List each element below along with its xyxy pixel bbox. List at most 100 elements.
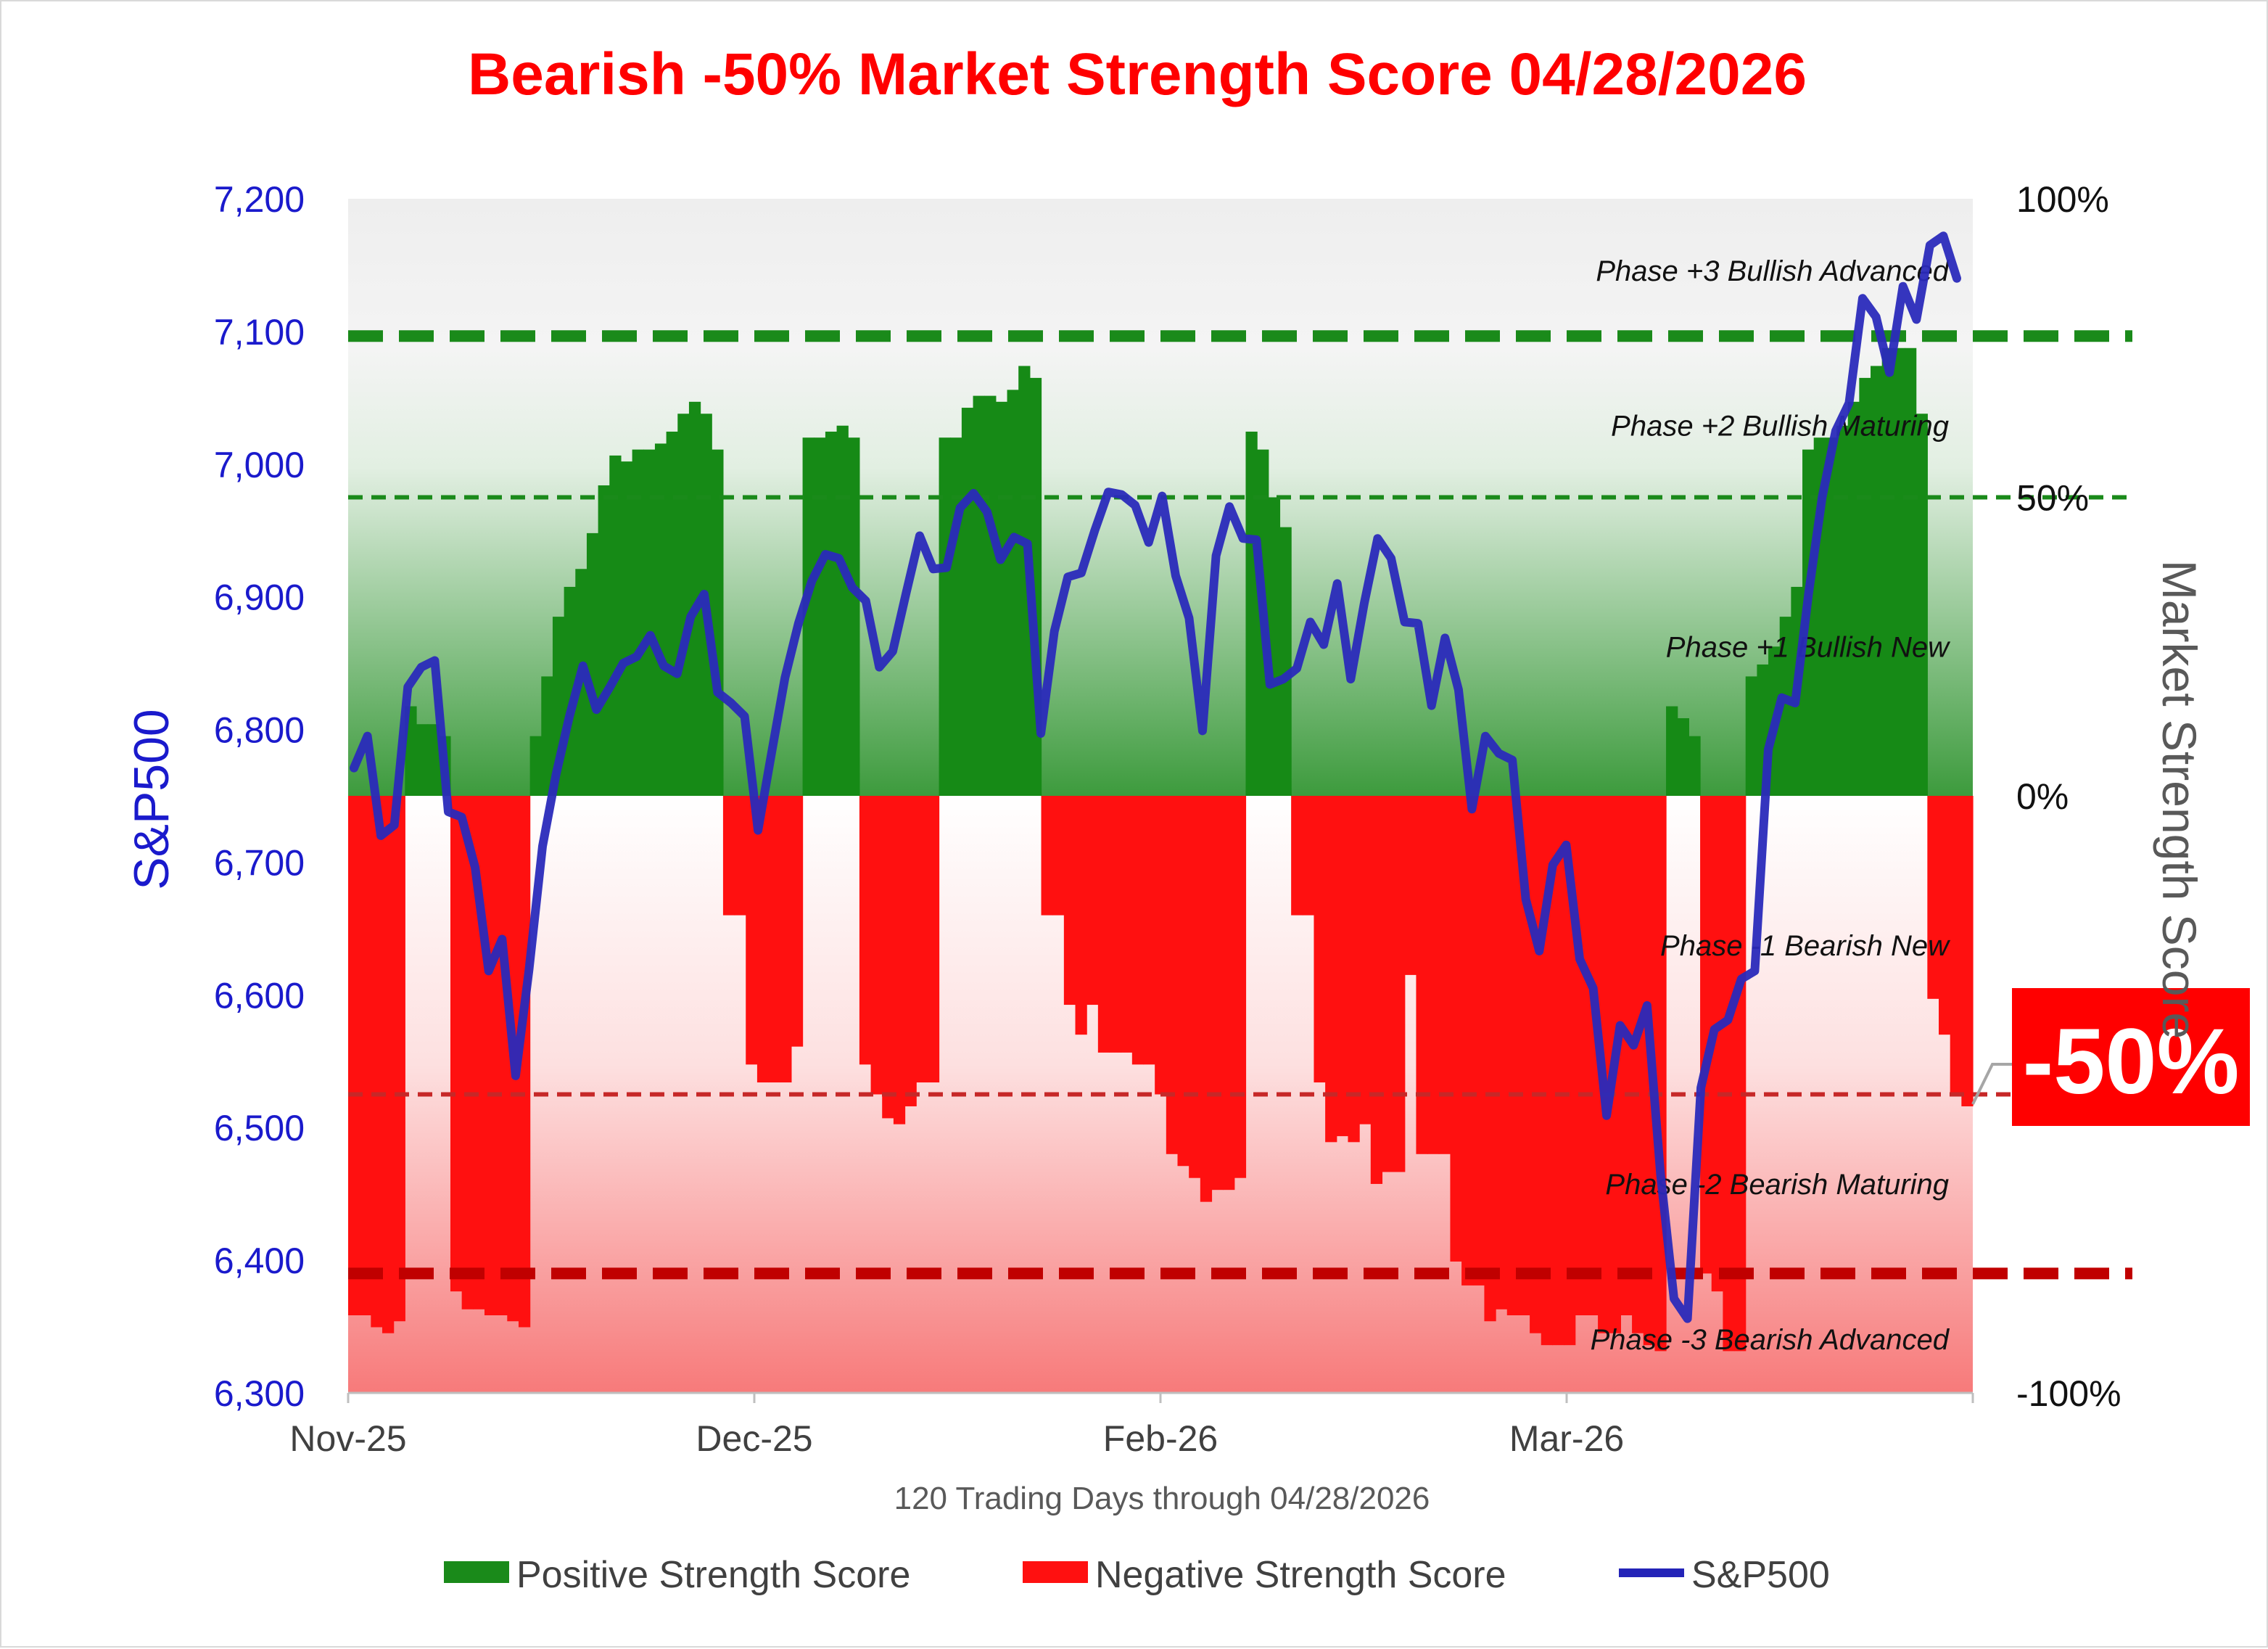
negative-score-bar: [1450, 796, 1462, 1262]
negative-score-bar: [393, 796, 405, 1322]
negative-score-bar: [1530, 796, 1542, 1333]
negative-score-bar: [1063, 796, 1076, 1006]
positive-score-bar: [1825, 437, 1837, 796]
negative-score-bar: [1496, 796, 1508, 1309]
negative-score-bar: [1438, 796, 1451, 1154]
negative-score-bar: [893, 796, 906, 1124]
negative-score-bar: [916, 796, 928, 1083]
positive-score-bar: [836, 425, 849, 796]
legend: Positive Strength Score Negative Strength…: [444, 1554, 1830, 1596]
negative-score-bar: [1189, 796, 1201, 1178]
negative-score-bar: [780, 796, 792, 1083]
negative-score-bar: [1427, 796, 1440, 1154]
positive-score-bar: [1779, 617, 1791, 796]
negative-score-bar: [1382, 796, 1394, 1172]
negative-score-bar: [882, 796, 894, 1119]
negative-score-bar: [1506, 796, 1519, 1316]
positive-score-bar: [541, 676, 553, 796]
negative-score-bar: [1461, 796, 1474, 1286]
negative-score-bar: [1075, 796, 1087, 1035]
legend-label: Positive Strength Score: [516, 1554, 910, 1596]
negative-score-bar: [1416, 796, 1428, 1154]
left-tick-label: 7,100: [214, 312, 305, 353]
negative-score-bar: [722, 796, 735, 916]
negative-score-bar: [1314, 796, 1326, 1083]
phase-label: Phase +3 Bullish Advanced: [1596, 255, 1950, 287]
right-tick-label: 0%: [2016, 776, 2069, 817]
positive-score-bar: [1859, 377, 1871, 796]
negative-score-bar: [927, 796, 940, 1083]
positive-score-bar: [973, 395, 985, 796]
legend-swatch: [444, 1561, 509, 1583]
left-tick-label: 6,600: [214, 975, 305, 1016]
negative-score-bar: [1291, 796, 1303, 916]
negative-score-bar: [1336, 796, 1349, 1137]
positive-score-bar: [939, 437, 951, 796]
negative-score-bar: [495, 796, 508, 1316]
negative-score-bar: [1234, 796, 1247, 1178]
positive-score-bar: [825, 431, 838, 796]
negative-score-bar: [1393, 796, 1406, 1172]
positive-score-bar: [416, 724, 429, 796]
left-tick-label: 6,800: [214, 710, 305, 751]
positive-score-bar: [1916, 414, 1928, 796]
negative-score-bar: [1166, 796, 1179, 1154]
positive-score-bar: [814, 437, 826, 796]
phase-label: Phase +1 Bullish New: [1666, 631, 1951, 663]
negative-score-bar: [1575, 796, 1588, 1316]
legend-label: S&P500: [1691, 1554, 1830, 1596]
negative-score-bar: [1552, 796, 1564, 1346]
negative-score-bar: [1518, 796, 1530, 1316]
negative-score-bar: [1586, 796, 1599, 1316]
positive-score-bar: [1677, 718, 1689, 796]
negative-score-bar: [1723, 796, 1735, 1352]
negative-score-bar: [1143, 796, 1155, 1065]
positive-score-bar: [1688, 736, 1701, 796]
negative-score-bar: [1472, 796, 1485, 1286]
callout-leader: [1971, 1063, 2012, 1105]
negative-score-bar: [1325, 796, 1337, 1143]
callout-box: [2012, 988, 2250, 1126]
right-tick-label: 50%: [2016, 478, 2089, 519]
x-tick-label: Mar-26: [1509, 1418, 1624, 1459]
negative-score-bar: [450, 796, 463, 1292]
x-axis-label: 120 Trading Days through 04/28/2026: [894, 1481, 1430, 1516]
negative-score-bar: [904, 796, 917, 1106]
negative-score-bar: [1711, 796, 1723, 1292]
negative-score-bar: [1211, 796, 1224, 1191]
positive-score-bar: [1745, 676, 1757, 796]
negative-score-bar: [1177, 796, 1189, 1167]
positive-score-bar: [688, 401, 701, 796]
positive-score-bar: [632, 449, 644, 796]
strength-bars: [348, 348, 1974, 1352]
negative-score-bar: [1086, 796, 1099, 1006]
positive-score-bar: [1007, 390, 1019, 796]
negative-score-bar: [1370, 796, 1383, 1184]
right-tick-label: 100%: [2016, 179, 2109, 220]
positive-score-bar: [609, 455, 622, 796]
positive-score-bar: [1245, 431, 1258, 796]
negative-score-bar: [1097, 796, 1110, 1053]
left-axis-label: S&P500: [124, 709, 179, 890]
left-tick-label: 7,200: [214, 179, 305, 220]
positive-score-bar: [1871, 366, 1883, 796]
positive-score-bar: [961, 408, 974, 796]
left-tick-label: 6,500: [214, 1108, 305, 1148]
sp500-line: [350, 231, 1961, 1323]
left-tick-label: 6,900: [214, 577, 305, 618]
positive-score-bar: [1279, 527, 1292, 796]
positive-score-bar: [1881, 348, 1894, 796]
positive-score-bar: [1018, 366, 1031, 796]
current-score-value: -50%: [2023, 1010, 2240, 1114]
positive-score-bar: [1847, 401, 1860, 796]
positive-score-bar: [1893, 348, 1905, 796]
phase-threshold-lines: [348, 330, 2132, 1280]
positive-score-bar: [984, 395, 997, 796]
positive-score-bar: [427, 724, 440, 796]
right-tick-label: -100%: [2016, 1373, 2121, 1414]
left-tick-label: 6,300: [214, 1373, 305, 1414]
negative-score-bar: [518, 796, 531, 1328]
sp500-line-group: [350, 231, 1961, 1323]
negative-score-bar: [484, 796, 497, 1316]
